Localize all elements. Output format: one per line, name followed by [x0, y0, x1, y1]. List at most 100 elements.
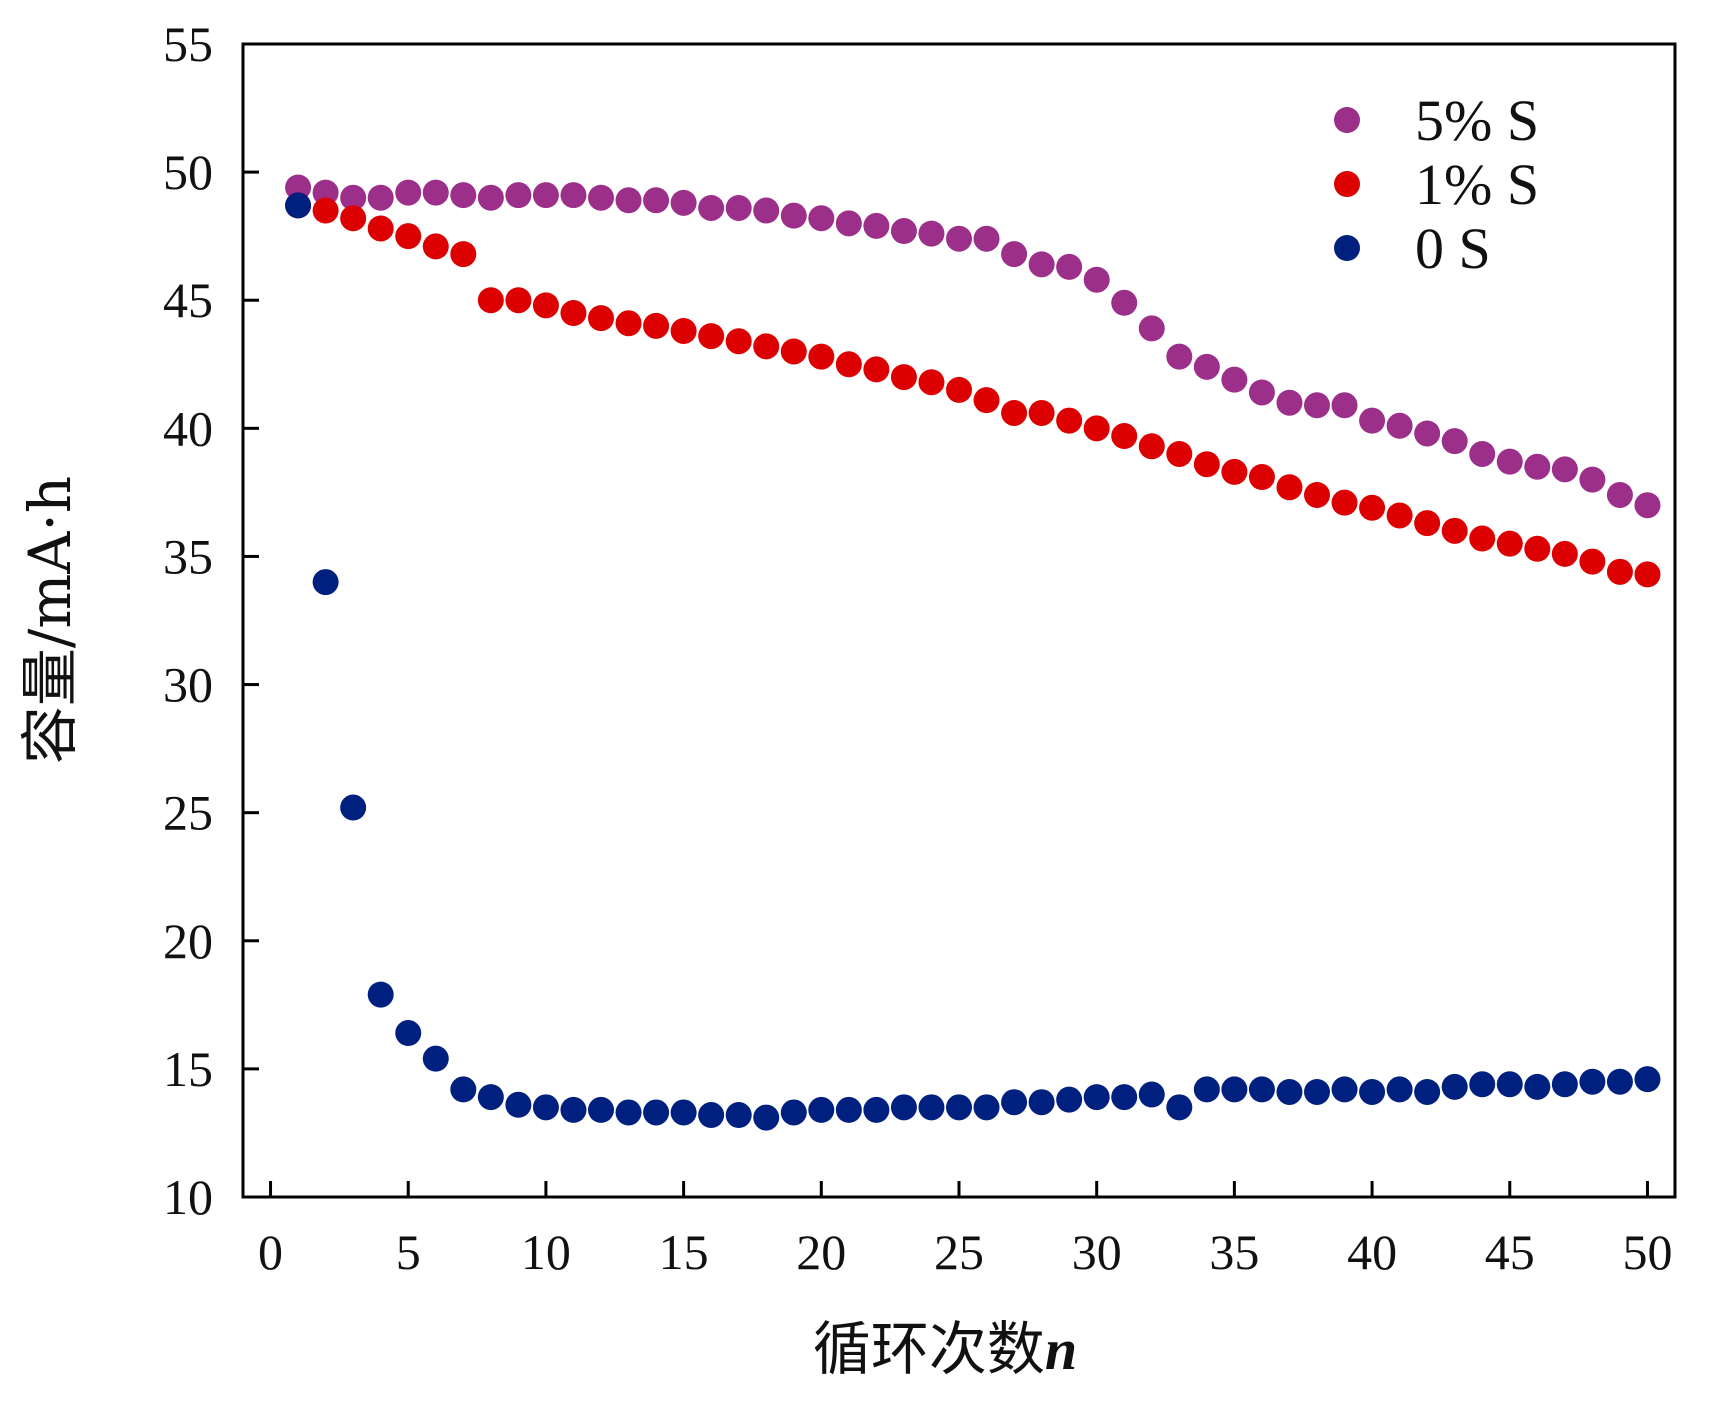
data-point — [1469, 440, 1496, 467]
x-tick-label: 35 — [1209, 1224, 1259, 1280]
data-point — [1221, 366, 1248, 393]
data-points — [285, 174, 1661, 1131]
x-tick-label: 25 — [934, 1224, 984, 1280]
data-point — [1331, 1076, 1358, 1103]
data-point — [1083, 266, 1110, 293]
x-tick-label: 20 — [796, 1224, 846, 1280]
x-tick-label: 10 — [521, 1224, 571, 1280]
legend-marker — [1334, 171, 1360, 197]
data-point — [1138, 1081, 1165, 1108]
data-point — [1469, 525, 1496, 552]
y-tick-label: 50 — [163, 144, 213, 200]
data-point — [1331, 392, 1358, 419]
data-point — [808, 1096, 835, 1123]
data-point — [670, 1099, 697, 1126]
data-point — [615, 1099, 642, 1126]
data-point — [1083, 1084, 1110, 1111]
data-point — [918, 220, 945, 247]
x-axis-title-variable: n — [1045, 1317, 1077, 1382]
data-point — [477, 287, 504, 314]
data-point — [588, 184, 614, 211]
data-point — [477, 184, 504, 211]
data-point — [1441, 428, 1468, 455]
data-point — [615, 310, 642, 337]
data-point — [615, 187, 642, 214]
data-point — [1606, 558, 1633, 585]
data-point — [918, 369, 945, 396]
data-point — [918, 1094, 945, 1121]
data-point — [835, 351, 862, 378]
data-point — [1359, 407, 1386, 434]
data-point — [1166, 440, 1193, 467]
y-tick-label: 55 — [163, 16, 213, 72]
data-point — [1028, 251, 1055, 278]
data-point — [1138, 315, 1165, 342]
x-tick-label: 0 — [258, 1224, 283, 1280]
data-point — [1386, 1076, 1413, 1103]
data-point — [1606, 1068, 1633, 1095]
data-point — [1028, 399, 1055, 426]
data-point — [588, 1096, 614, 1123]
data-point — [340, 205, 367, 232]
data-point — [1441, 1073, 1468, 1100]
data-point — [808, 205, 835, 232]
data-point — [890, 364, 917, 391]
x-tick-label: 30 — [1072, 1224, 1122, 1280]
data-point — [532, 1094, 559, 1121]
data-point — [1579, 1068, 1606, 1095]
x-tick-label: 15 — [659, 1224, 709, 1280]
y-tick-label: 35 — [163, 528, 213, 584]
data-point — [1524, 535, 1551, 562]
data-point — [863, 1096, 890, 1123]
data-point — [725, 1102, 752, 1129]
data-point — [890, 218, 917, 245]
data-point — [395, 1020, 422, 1047]
data-point — [643, 1099, 670, 1126]
data-point — [1441, 517, 1468, 544]
data-point — [1193, 451, 1220, 478]
data-point — [1221, 1076, 1248, 1103]
data-point — [1579, 466, 1606, 493]
data-point — [643, 187, 670, 214]
data-point — [1414, 1078, 1441, 1105]
data-point — [973, 387, 1000, 414]
data-point — [1524, 453, 1551, 480]
data-point — [973, 225, 1000, 252]
data-point — [1551, 1071, 1578, 1098]
data-point — [863, 212, 890, 239]
data-point — [1579, 548, 1606, 575]
legend-marker — [1334, 235, 1360, 261]
data-point — [835, 1096, 862, 1123]
data-point — [1414, 420, 1441, 447]
data-point — [1634, 492, 1661, 519]
y-tick-label: 20 — [163, 913, 213, 969]
data-point — [340, 184, 367, 211]
data-point — [450, 182, 477, 209]
data-point — [422, 179, 449, 206]
data-point — [1111, 1084, 1138, 1111]
data-point — [973, 1094, 1000, 1121]
data-point — [1001, 241, 1028, 268]
data-point — [835, 210, 862, 237]
data-point — [1551, 456, 1578, 483]
data-point — [477, 1084, 504, 1111]
data-point — [1138, 433, 1165, 460]
data-point — [1001, 1089, 1028, 1116]
y-tick-label: 25 — [163, 785, 213, 841]
data-point — [946, 1094, 972, 1121]
data-point — [1166, 343, 1193, 370]
data-point — [532, 182, 559, 209]
data-point — [367, 215, 394, 242]
data-point — [450, 1076, 477, 1103]
data-point — [395, 223, 422, 250]
data-point — [1056, 253, 1083, 280]
data-point — [946, 225, 972, 252]
data-point — [1193, 353, 1220, 380]
data-point — [422, 233, 449, 260]
data-point — [946, 376, 972, 403]
data-point — [725, 328, 752, 355]
data-point — [780, 202, 807, 229]
data-point — [780, 1099, 807, 1126]
data-point — [698, 323, 725, 350]
data-point — [1028, 1089, 1055, 1116]
